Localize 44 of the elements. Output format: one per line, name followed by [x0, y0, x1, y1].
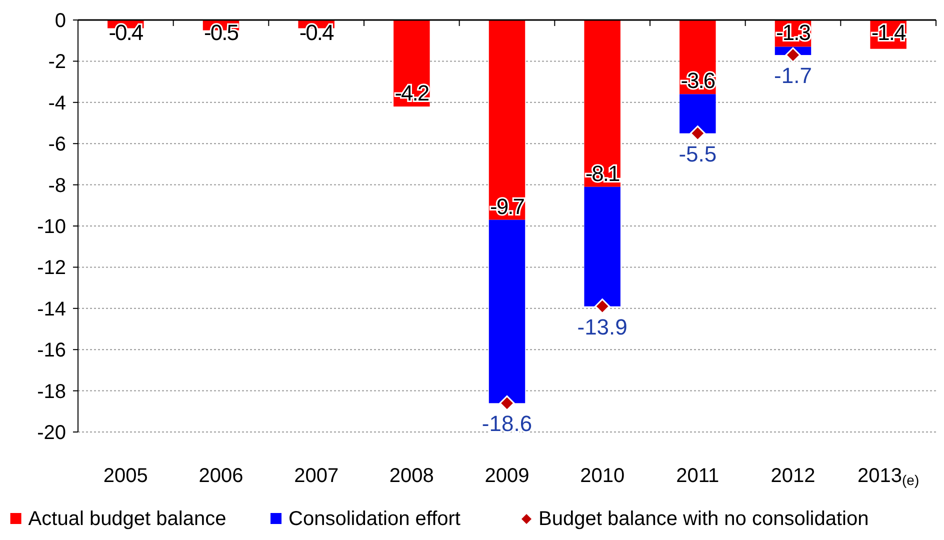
bar	[488, 20, 526, 220]
data-label: -5.5	[678, 141, 717, 166]
legend-label: Consolidation effort	[288, 508, 461, 530]
point	[499, 395, 515, 411]
y-tick-label: -20	[37, 422, 66, 444]
y-tick-label: -18	[37, 380, 66, 403]
x-tick-label: 2008	[389, 465, 434, 487]
bar	[680, 94, 716, 134]
data-label: -18.6	[482, 411, 532, 436]
point	[594, 298, 610, 314]
y-tick-label: -12	[37, 257, 66, 280]
data-label: -0.4	[108, 20, 144, 45]
x-tick-label: 2013$_{(e)}$	[858, 465, 920, 488]
data-label: -13.9	[577, 314, 628, 340]
bar	[584, 186, 620, 306]
data-label: -1.4	[871, 20, 906, 45]
data-label: -0.4	[299, 20, 334, 45]
y-tick-label: -10	[37, 216, 66, 238]
x-tick-label: 2012	[770, 465, 816, 487]
bar	[488, 220, 526, 404]
data-label: -3.6	[680, 68, 716, 94]
y-tick-label: -2	[48, 51, 66, 74]
x-tick-label: 2011	[676, 465, 720, 487]
y-tick-label: 0	[54, 10, 66, 32]
data-label: -8.1	[585, 160, 620, 186]
y-tick-label: -4	[48, 92, 66, 114]
data-label: -4.2	[394, 80, 430, 106]
y-tick-label: -16	[37, 340, 66, 362]
x-tick-label: 2007	[294, 465, 339, 487]
y-tick-label: -6	[48, 134, 66, 156]
legend-label: Actual budget balance	[28, 508, 226, 530]
legend-label: Budget balance with no consolidation	[538, 508, 869, 530]
point	[690, 126, 706, 142]
x-tick-label: 2005	[103, 465, 148, 487]
x-tick-label: 2010	[580, 465, 625, 487]
data-label: -9.7	[490, 194, 525, 219]
y-tick-label: -8	[48, 174, 66, 197]
data-label: -1.3	[776, 20, 811, 45]
y-tick-label: -14	[37, 298, 66, 320]
x-tick-label: 2009	[484, 465, 530, 487]
x-tick-label: 2006	[198, 465, 244, 487]
point	[785, 47, 801, 63]
data-label: -1.7	[774, 63, 812, 88]
bar	[584, 20, 620, 187]
